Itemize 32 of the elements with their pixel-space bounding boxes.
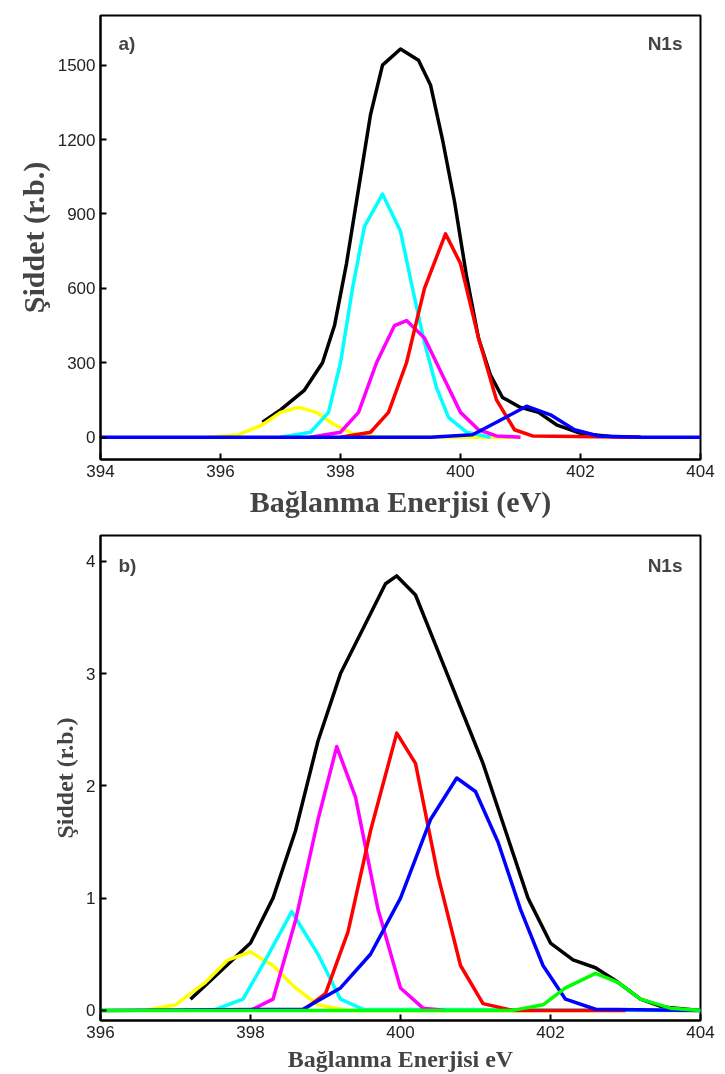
x-tick-label: 400: [386, 1022, 415, 1042]
x-axis-title: Bağlanma Enerjisi eV: [287, 1045, 514, 1072]
line-series: [100, 404, 701, 439]
y-tick-label: 1200: [57, 130, 96, 150]
y-tick-label: 3: [86, 664, 96, 684]
x-tick-label: 402: [566, 461, 595, 481]
x-tick-label: 402: [536, 1022, 565, 1042]
line-series: [100, 971, 701, 1013]
y-axis-title: Şiddet (r.b.): [52, 717, 79, 839]
y-tick-label: 2: [86, 776, 96, 796]
y-tick-label: 300: [67, 353, 96, 373]
y-tick-label: 4: [86, 552, 96, 572]
annotation: a): [118, 33, 136, 55]
annotation: N1s: [647, 554, 683, 576]
annotation: N1s: [647, 33, 683, 55]
y-tick-label: 0: [86, 1001, 96, 1021]
x-tick-label: 398: [236, 1022, 265, 1042]
y-tick-label: 0: [86, 428, 96, 448]
x-tick-label: 398: [326, 461, 355, 481]
x-axis-title: Bağlanma Enerjisi (eV): [249, 484, 552, 519]
y-tick-label: 1500: [57, 56, 96, 76]
x-tick-label: 400: [446, 461, 475, 481]
y-tick-label: 900: [67, 204, 96, 224]
x-tick-label: 396: [86, 1022, 115, 1042]
x-tick-label: 404: [686, 461, 715, 481]
x-tick-label: 396: [206, 461, 235, 481]
y-tick-label: 600: [67, 279, 96, 299]
y-axis-title: Şiddet (r.b.): [16, 161, 51, 314]
annotation: b): [118, 554, 137, 576]
x-tick-label: 404: [686, 1022, 715, 1042]
y-tick-label: 1: [86, 889, 96, 909]
x-tick-label: 394: [86, 461, 115, 481]
